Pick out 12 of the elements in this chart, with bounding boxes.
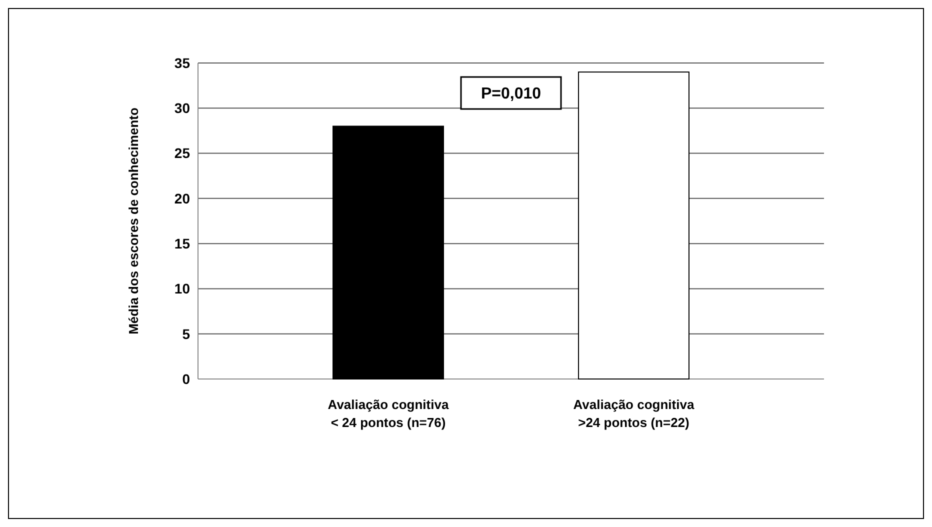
x-tick-label: Avaliação cognitiva < 24 pontos (n=76) xyxy=(328,397,450,430)
x-tick-label: Avaliação cognitiva >24 pontos (n=22) xyxy=(573,397,695,430)
annotation: P=0,010 xyxy=(480,86,542,103)
y-tick-label: 5 xyxy=(182,326,190,342)
y-tick-label: 30 xyxy=(174,100,190,116)
y-tick-label: 0 xyxy=(182,370,190,387)
y-tick-label: 25 xyxy=(174,145,190,162)
y-tick-label: 35 xyxy=(174,54,190,71)
y-tick-label: 15 xyxy=(174,235,190,252)
y-tick-label: 10 xyxy=(174,280,190,297)
y-tick-label: 20 xyxy=(174,190,190,206)
y-axis-title: Média dos escores de conhecimento xyxy=(126,108,141,334)
